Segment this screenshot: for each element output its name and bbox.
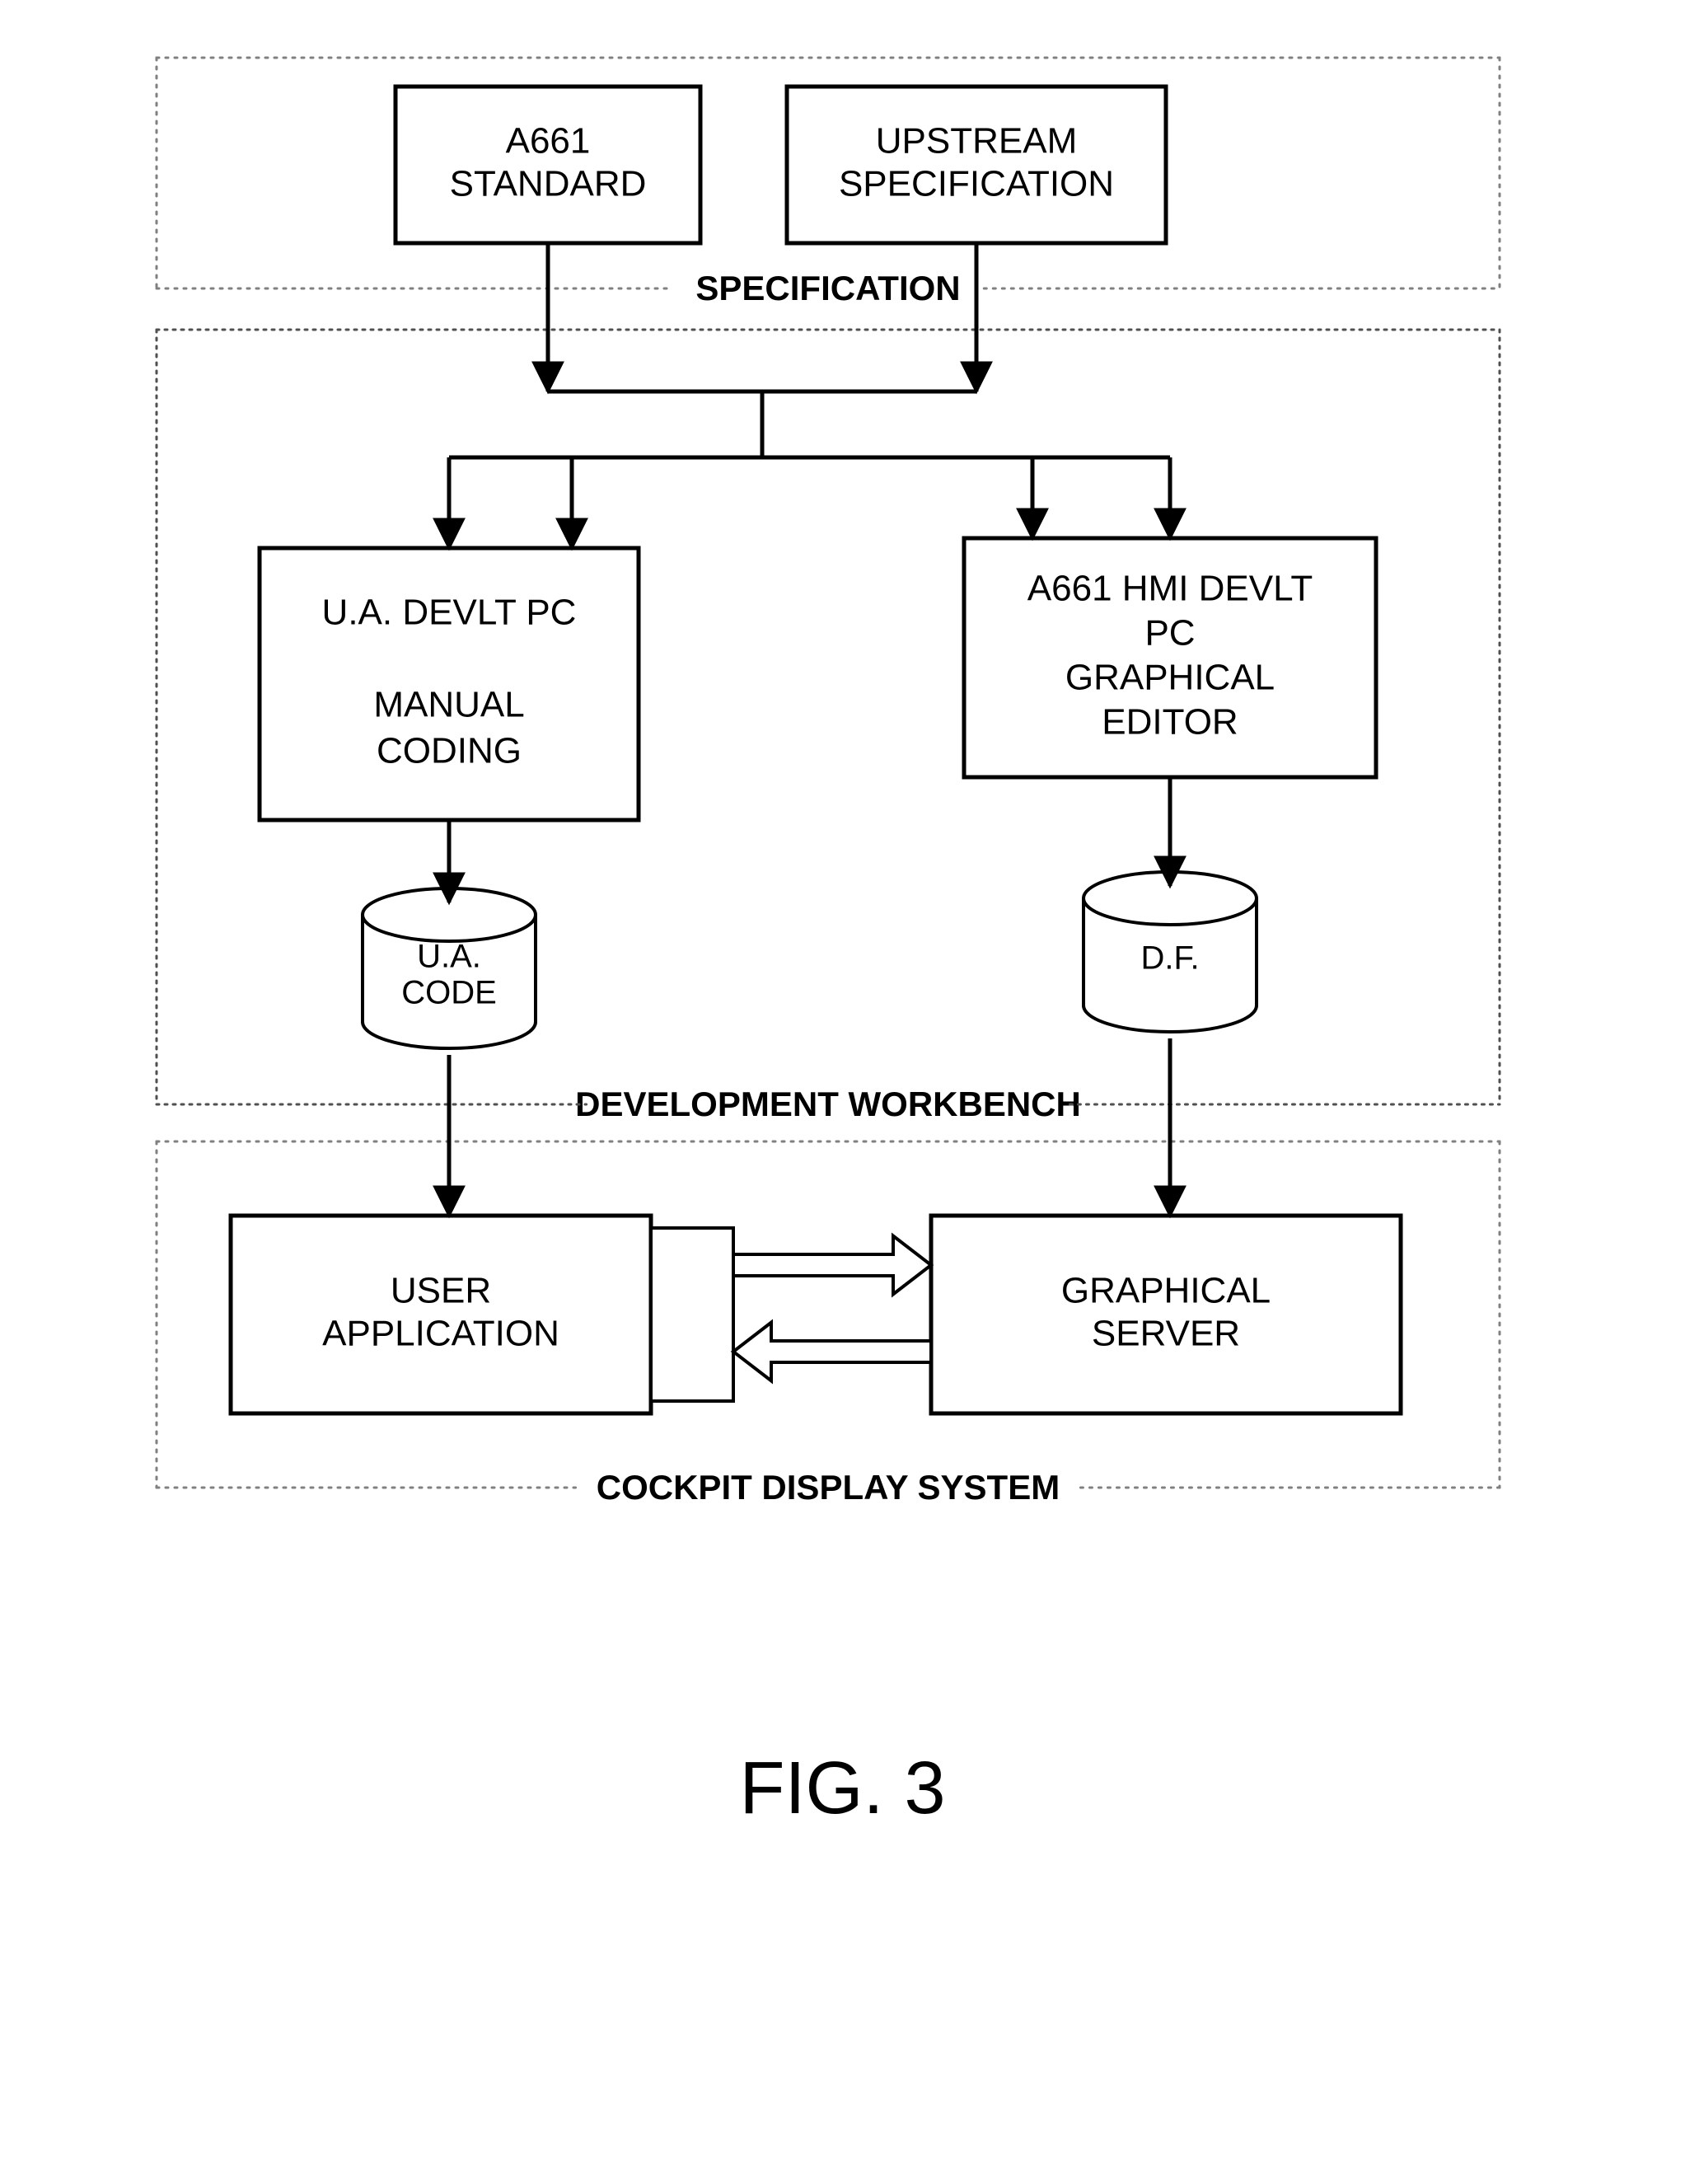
box-label: A661 HMI DEVLT [1027, 569, 1313, 609]
section-label: DEVELOPMENT WORKBENCH [575, 1085, 1081, 1123]
bridge-box [651, 1228, 733, 1401]
cylinder-label: CODE [401, 975, 497, 1011]
section-label: SPECIFICATION [695, 269, 960, 307]
box-label: U.A. DEVLT PC [322, 593, 577, 633]
hollow-arrow-ua-to-server [733, 1236, 931, 1295]
cylinder-ua_code: U.A.CODE [363, 888, 536, 1048]
box-ua_devlt: U.A. DEVLT PC MANUAL CODING [260, 548, 639, 820]
box-hmi_devlt: A661 HMI DEVLTPCGRAPHICALEDITOR [964, 538, 1376, 777]
box-label: GRAPHICAL [1061, 1271, 1271, 1311]
box-label: STANDARD [450, 164, 647, 204]
box-user_app: USERAPPLICATION [231, 1216, 651, 1413]
box-label: SPECIFICATION [839, 164, 1114, 204]
box-label: EDITOR [1102, 702, 1238, 743]
box-graphical_server: GRAPHICALSERVER [931, 1216, 1401, 1413]
cylinder-df: D.F. [1084, 872, 1257, 1032]
cylinder-label: D.F. [1140, 940, 1199, 977]
box-label: GRAPHICAL [1065, 658, 1275, 698]
box-label: CODING [377, 731, 522, 771]
box-label: SERVER [1092, 1314, 1240, 1354]
box-upstream_spec: UPSTREAMSPECIFICATION [787, 87, 1166, 243]
hollow-arrow-server-to-ua [733, 1323, 931, 1381]
box-a661_std: A661STANDARD [396, 87, 700, 243]
box-label: APPLICATION [322, 1314, 559, 1354]
box-label: A661 [506, 121, 591, 162]
cylinder-label: U.A. [417, 939, 481, 975]
box-label: MANUAL [373, 685, 524, 725]
box-label: PC [1144, 613, 1195, 654]
box-label: USER [391, 1271, 491, 1311]
section-label: COCKPIT DISPLAY SYSTEM [597, 1468, 1060, 1507]
box-label: UPSTREAM [876, 121, 1077, 162]
figure-label: FIG. 3 [739, 1747, 945, 1830]
